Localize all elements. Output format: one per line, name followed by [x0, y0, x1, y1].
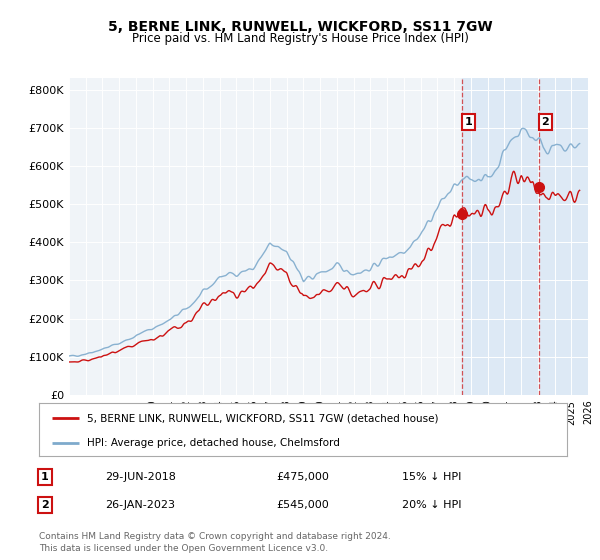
- Text: 5, BERNE LINK, RUNWELL, WICKFORD, SS11 7GW (detached house): 5, BERNE LINK, RUNWELL, WICKFORD, SS11 7…: [86, 413, 438, 423]
- Text: 20% ↓ HPI: 20% ↓ HPI: [402, 500, 461, 510]
- Text: This data is licensed under the Open Government Licence v3.0.: This data is licensed under the Open Gov…: [39, 544, 328, 553]
- Text: 2: 2: [541, 117, 549, 127]
- Text: HPI: Average price, detached house, Chelmsford: HPI: Average price, detached house, Chel…: [86, 438, 340, 448]
- Text: 1: 1: [465, 117, 473, 127]
- Text: 1: 1: [41, 472, 49, 482]
- Text: 15% ↓ HPI: 15% ↓ HPI: [402, 472, 461, 482]
- Text: 2: 2: [41, 500, 49, 510]
- Text: Price paid vs. HM Land Registry's House Price Index (HPI): Price paid vs. HM Land Registry's House …: [131, 32, 469, 45]
- Text: Contains HM Land Registry data © Crown copyright and database right 2024.: Contains HM Land Registry data © Crown c…: [39, 532, 391, 541]
- Text: 26-JAN-2023: 26-JAN-2023: [105, 500, 175, 510]
- Text: 29-JUN-2018: 29-JUN-2018: [105, 472, 176, 482]
- Bar: [462, 78, 588, 395]
- Text: £545,000: £545,000: [276, 500, 329, 510]
- Text: 5, BERNE LINK, RUNWELL, WICKFORD, SS11 7GW: 5, BERNE LINK, RUNWELL, WICKFORD, SS11 7…: [107, 20, 493, 34]
- Text: £475,000: £475,000: [276, 472, 329, 482]
